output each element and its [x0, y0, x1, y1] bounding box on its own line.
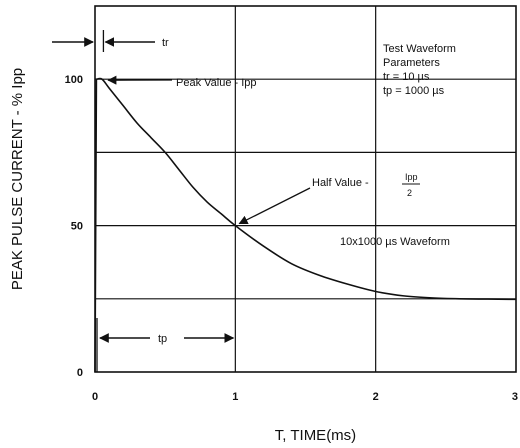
- half-value-arrow: [238, 187, 311, 225]
- x-tick-labels: 0 1 2 3: [92, 391, 518, 403]
- params-line-4: tp = 1000 µs: [383, 85, 445, 97]
- half-value-numerator: Ipp: [405, 172, 418, 182]
- y-tick-label: 50: [71, 221, 83, 233]
- y-tick-labels: 0 50 100: [65, 74, 83, 379]
- half-value-denominator: 2: [407, 188, 412, 198]
- grid-lines: [95, 6, 516, 372]
- x-tick-label: 1: [232, 391, 238, 403]
- x-tick-label: 3: [512, 391, 518, 403]
- y-axis-label: PEAK PULSE CURRENT - % Ipp: [9, 68, 26, 290]
- params-line-1: Test Waveform: [383, 43, 456, 55]
- tp-label: tp: [158, 333, 167, 345]
- params-line-2: Parameters: [383, 57, 440, 69]
- x-tick-label: 0: [92, 391, 98, 403]
- params-line-3: tr = 10 µs: [383, 71, 430, 83]
- plot-frame: [94, 5, 517, 373]
- x-tick-label: 2: [373, 391, 379, 403]
- x-axis-label: T, TIME(ms): [275, 427, 356, 444]
- peak-value-label: Peak Value - Ipp: [176, 77, 257, 89]
- series-line: [94, 77, 517, 373]
- tr-label: tr: [162, 37, 169, 49]
- annotations: tr Peak Value - Ipp Test Waveform Parame…: [52, 30, 456, 372]
- y-tick-label: 100: [65, 74, 83, 86]
- waveform-label: 10x1000 µs Waveform: [340, 236, 450, 248]
- y-tick-label: 0: [77, 367, 83, 379]
- half-value-label: Half Value -: [312, 177, 369, 189]
